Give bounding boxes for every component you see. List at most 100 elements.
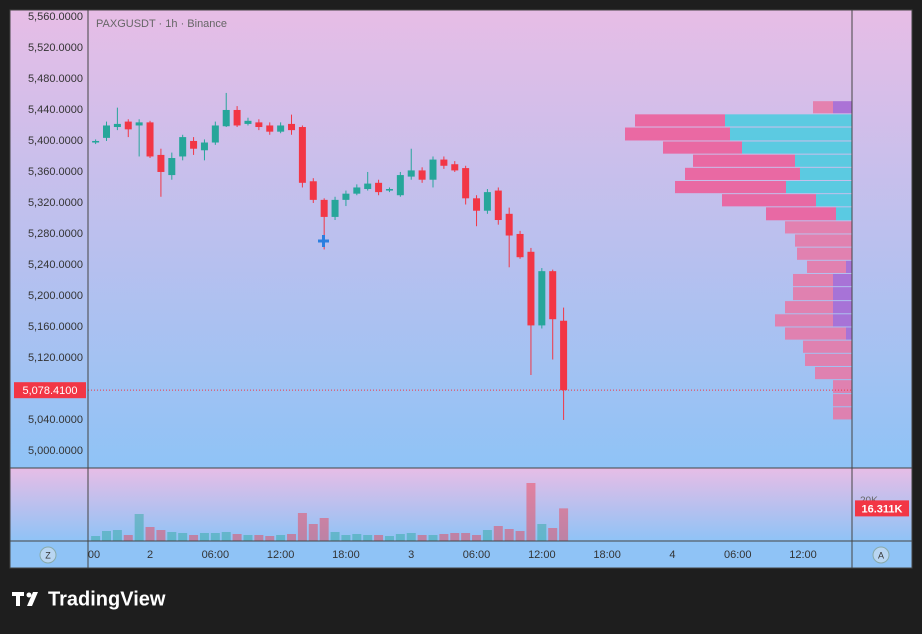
profile-up bbox=[846, 260, 852, 273]
volume-bar bbox=[102, 531, 112, 541]
candle-body bbox=[342, 193, 350, 200]
volume-bar bbox=[450, 533, 460, 541]
y-tick-label: 5,000.0000 bbox=[28, 445, 83, 457]
candle-body bbox=[331, 199, 339, 217]
y-tick-label: 5,320.0000 bbox=[28, 197, 83, 209]
candle-body bbox=[505, 213, 513, 236]
volume-bar bbox=[461, 533, 471, 541]
volume-last-label: 16.311K bbox=[862, 503, 903, 515]
x-tick-label: 06:00 bbox=[724, 549, 752, 561]
volume-bar bbox=[210, 533, 220, 541]
x-tick-label: 12:00 bbox=[789, 549, 817, 561]
volume-bar bbox=[297, 513, 307, 541]
candle-body bbox=[396, 175, 404, 196]
candle-body bbox=[298, 127, 306, 183]
profile-up bbox=[816, 194, 852, 207]
volume-bar bbox=[493, 526, 503, 541]
candle-body bbox=[103, 125, 111, 138]
volume-bar bbox=[363, 535, 373, 541]
profile-down bbox=[785, 221, 852, 234]
candle-body bbox=[320, 199, 328, 217]
profile-up bbox=[800, 167, 852, 180]
profile-down bbox=[793, 287, 833, 301]
volume-bar bbox=[287, 534, 297, 541]
volume-bar bbox=[167, 532, 177, 541]
candle-body bbox=[385, 189, 393, 191]
auto-button[interactable] bbox=[872, 546, 890, 564]
candle-body bbox=[527, 251, 535, 326]
volume-bar bbox=[428, 535, 438, 541]
profile-up bbox=[846, 327, 852, 340]
profile-up bbox=[833, 101, 852, 114]
zoom-button-label[interactable]: Z bbox=[45, 550, 51, 560]
volume-bar bbox=[254, 535, 264, 541]
candle-body bbox=[135, 122, 143, 126]
profile-down bbox=[793, 273, 833, 287]
price-pane bbox=[10, 10, 912, 468]
volume-bar bbox=[559, 508, 569, 541]
y-tick-label: 5,280.0000 bbox=[28, 228, 83, 240]
symbol-line: PAXGUSDT · 1h · Binance bbox=[96, 18, 227, 30]
volume-bar bbox=[308, 524, 318, 541]
y-tick-label: 5,120.0000 bbox=[28, 352, 83, 364]
volume-bar bbox=[134, 514, 144, 541]
volume-bar bbox=[319, 518, 329, 541]
y-tick-label: 5,560.0000 bbox=[28, 11, 83, 23]
y-tick-label: 5,400.0000 bbox=[28, 135, 83, 147]
volume-bar bbox=[504, 529, 514, 541]
volume-bar bbox=[221, 532, 231, 541]
profile-down bbox=[785, 301, 833, 314]
profile-down bbox=[635, 114, 725, 127]
profile-down bbox=[722, 194, 816, 207]
time-axis bbox=[10, 541, 912, 568]
candle-body bbox=[211, 125, 219, 143]
candle-body bbox=[462, 168, 470, 199]
candle-body bbox=[113, 123, 121, 128]
profile-up bbox=[742, 141, 852, 154]
volume-pane bbox=[10, 468, 912, 541]
volume-bar bbox=[123, 535, 133, 541]
y-tick-label: 5,360.0000 bbox=[28, 166, 83, 178]
candle-body bbox=[309, 181, 317, 200]
profile-up bbox=[836, 207, 852, 221]
volume-bar bbox=[199, 533, 209, 541]
profile-down bbox=[797, 247, 852, 260]
volume-bar bbox=[384, 536, 394, 541]
volume-bar bbox=[472, 535, 482, 541]
auto-button-label[interactable]: A bbox=[878, 550, 884, 560]
profile-up bbox=[795, 154, 852, 167]
candle-body bbox=[168, 158, 176, 176]
candle-body bbox=[375, 182, 383, 193]
candle-body bbox=[146, 122, 154, 157]
volume-bar bbox=[91, 536, 101, 541]
x-tick-label: 12:00 bbox=[267, 549, 295, 561]
candle-body bbox=[538, 271, 546, 326]
last-price-box bbox=[14, 382, 86, 399]
x-tick-label: 06:00 bbox=[463, 549, 491, 561]
volume-bar bbox=[439, 534, 449, 541]
volume-bar bbox=[395, 534, 405, 541]
volume-bar bbox=[341, 535, 351, 541]
x-tick-label: 2 bbox=[147, 549, 153, 561]
candle-body bbox=[92, 140, 100, 143]
candle-body bbox=[451, 164, 459, 171]
marker-cross bbox=[318, 235, 329, 247]
volume-last-box bbox=[855, 500, 909, 517]
x-tick-label: 3 bbox=[408, 549, 414, 561]
volume-bar bbox=[548, 528, 558, 541]
profile-down bbox=[805, 353, 852, 366]
x-tick-label: 00 bbox=[88, 549, 100, 561]
volume-bar bbox=[374, 535, 384, 541]
profile-up bbox=[833, 314, 852, 327]
profile-down bbox=[833, 380, 852, 394]
candle-body bbox=[277, 125, 285, 132]
x-tick-label: 12:00 bbox=[528, 549, 556, 561]
zoom-button[interactable] bbox=[39, 546, 57, 564]
candle-body bbox=[418, 170, 426, 180]
profile-up bbox=[833, 301, 852, 314]
profile-down bbox=[625, 127, 730, 141]
profile-down bbox=[833, 407, 852, 420]
candle-body bbox=[179, 137, 187, 157]
volume-bar bbox=[330, 532, 340, 541]
profile-down bbox=[785, 327, 846, 340]
